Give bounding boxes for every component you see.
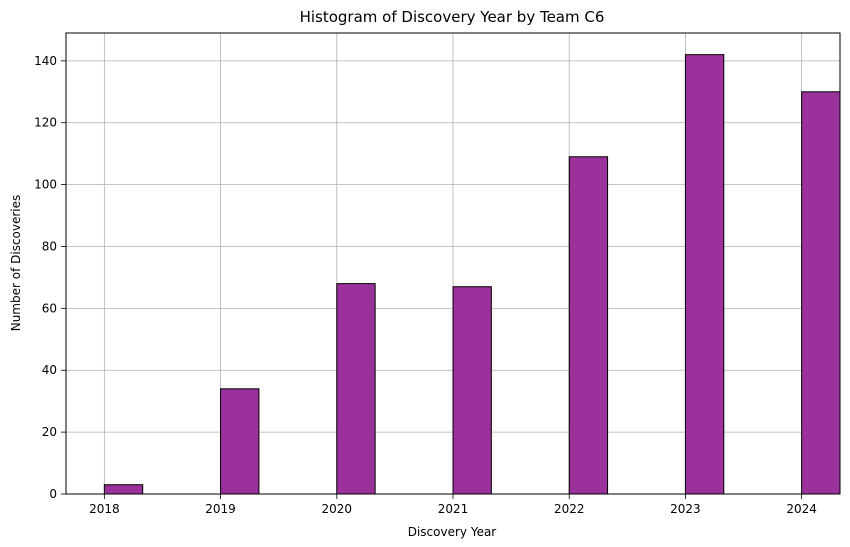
histogram-bar xyxy=(801,91,841,495)
y-tick-label: 100 xyxy=(34,178,57,192)
x-tick-label: 2021 xyxy=(438,502,469,516)
x-tick-label: 2019 xyxy=(205,502,236,516)
y-axis-label: Number of Discoveries xyxy=(9,195,23,332)
histogram-bar xyxy=(103,484,144,495)
x-tick-label: 2024 xyxy=(786,502,817,516)
histogram-bar xyxy=(684,54,725,495)
y-tick-label: 60 xyxy=(42,301,57,315)
y-tick-label: 40 xyxy=(42,363,57,377)
x-axis-label: Discovery Year xyxy=(408,525,497,539)
x-tick-label: 2022 xyxy=(554,502,585,516)
x-tick-label: 2020 xyxy=(322,502,353,516)
histogram-bar xyxy=(336,283,376,495)
bars xyxy=(103,54,841,495)
y-tick-label: 120 xyxy=(34,116,57,130)
y-tick-label: 80 xyxy=(42,239,57,253)
chart-title: Histogram of Discovery Year by Team C6 xyxy=(300,8,605,26)
y-tick-label: 20 xyxy=(42,425,57,439)
histogram-bar xyxy=(452,286,492,495)
x-ticks: 2018 2019 2020 2021 2022 2023 2024 xyxy=(89,494,817,516)
y-tick-label: 0 xyxy=(49,487,57,501)
histogram-bar xyxy=(220,388,260,495)
x-tick-label: 2023 xyxy=(670,502,701,516)
y-tick-label: 140 xyxy=(34,54,57,68)
y-ticks: 0 20 40 60 80 100 120 140 xyxy=(34,54,66,501)
x-tick-label: 2018 xyxy=(89,502,120,516)
histogram-bar xyxy=(568,156,609,495)
